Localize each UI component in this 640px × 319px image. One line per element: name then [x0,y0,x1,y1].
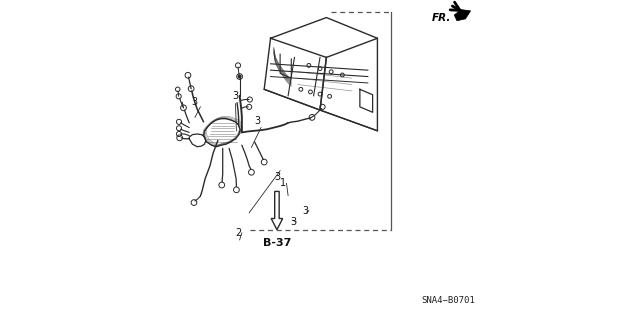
Text: 3: 3 [274,172,280,182]
Polygon shape [271,191,283,230]
Text: SNA4−B0701: SNA4−B0701 [421,296,475,305]
Text: 3: 3 [303,205,308,216]
Text: 3: 3 [191,97,197,107]
Text: 3: 3 [255,116,261,126]
Polygon shape [454,10,470,21]
Text: FR.: FR. [431,12,451,23]
Text: 1: 1 [280,178,286,189]
Text: 2: 2 [236,228,242,238]
Text: 3: 3 [232,91,239,101]
Circle shape [238,75,241,78]
Text: 3: 3 [290,217,296,227]
Text: B-37: B-37 [263,238,291,248]
